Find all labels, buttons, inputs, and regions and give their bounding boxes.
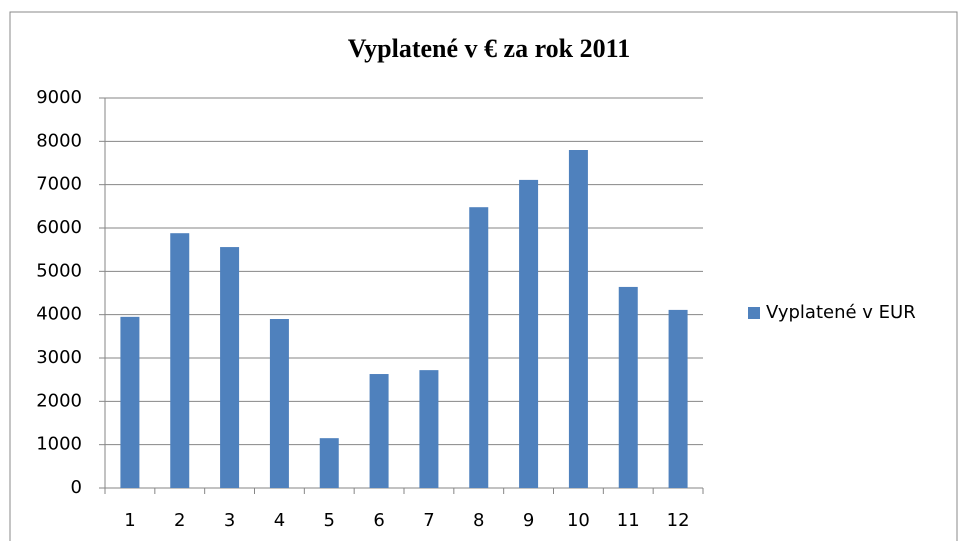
bar: [568, 150, 588, 488]
bar: [120, 316, 140, 488]
x-tick-label: 10: [567, 510, 590, 531]
y-tick-label: 5000: [36, 260, 82, 281]
legend-label: Vyplatené v EUR: [766, 302, 916, 323]
x-tick-label: 9: [523, 510, 534, 531]
x-tick-label: 6: [373, 510, 384, 531]
bar: [369, 374, 389, 488]
y-tick-label: 3000: [36, 347, 82, 368]
x-tick-label: 7: [423, 510, 434, 531]
x-tick-label: 12: [667, 510, 690, 531]
bar: [519, 179, 539, 488]
legend-swatch: [748, 307, 760, 319]
x-tick-label: 1: [124, 510, 135, 531]
x-tick-label: 4: [274, 510, 285, 531]
bar: [419, 370, 439, 488]
chart-title: Vyplatené v € za rok 2011: [348, 34, 630, 63]
bar: [220, 247, 240, 488]
bar: [170, 233, 190, 488]
x-tick-label: 3: [224, 510, 235, 531]
bar: [269, 319, 289, 488]
x-tick-label: 2: [174, 510, 185, 531]
y-tick-label: 2000: [36, 390, 82, 411]
y-tick-label: 9000: [36, 87, 82, 108]
bar: [618, 286, 638, 488]
y-tick-label: 1000: [36, 434, 82, 455]
x-tick-label: 11: [617, 510, 640, 531]
y-tick-label: 4000: [36, 304, 82, 325]
y-tick-label: 8000: [36, 130, 82, 151]
bar: [319, 438, 339, 488]
y-tick-label: 7000: [36, 174, 82, 195]
x-tick-label: 5: [324, 510, 335, 531]
bar: [469, 207, 489, 488]
bar: [668, 309, 688, 488]
y-tick-label: 6000: [36, 217, 82, 238]
x-tick-label: 8: [473, 510, 484, 531]
y-tick-label: 0: [71, 477, 82, 498]
